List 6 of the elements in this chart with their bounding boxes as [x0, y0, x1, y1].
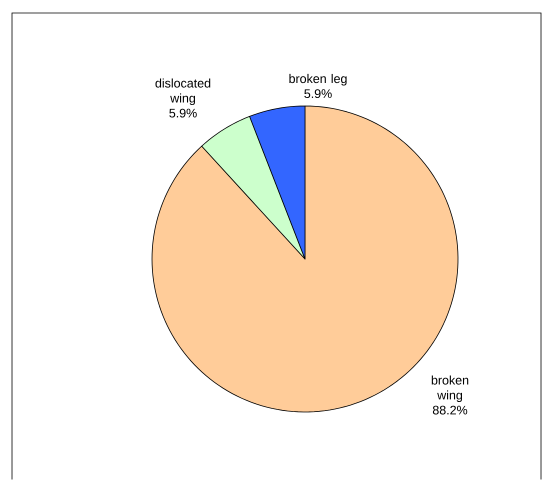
- data-label: 5.9%: [169, 108, 197, 118]
- slice-label: broken leg: [289, 74, 347, 86]
- data-label: 88.2%: [432, 406, 468, 415]
- slice-label: broken wing: [432, 375, 468, 402]
- data-label: 5.9%: [304, 89, 332, 98]
- slice-label: dislocated wing: [155, 78, 210, 106]
